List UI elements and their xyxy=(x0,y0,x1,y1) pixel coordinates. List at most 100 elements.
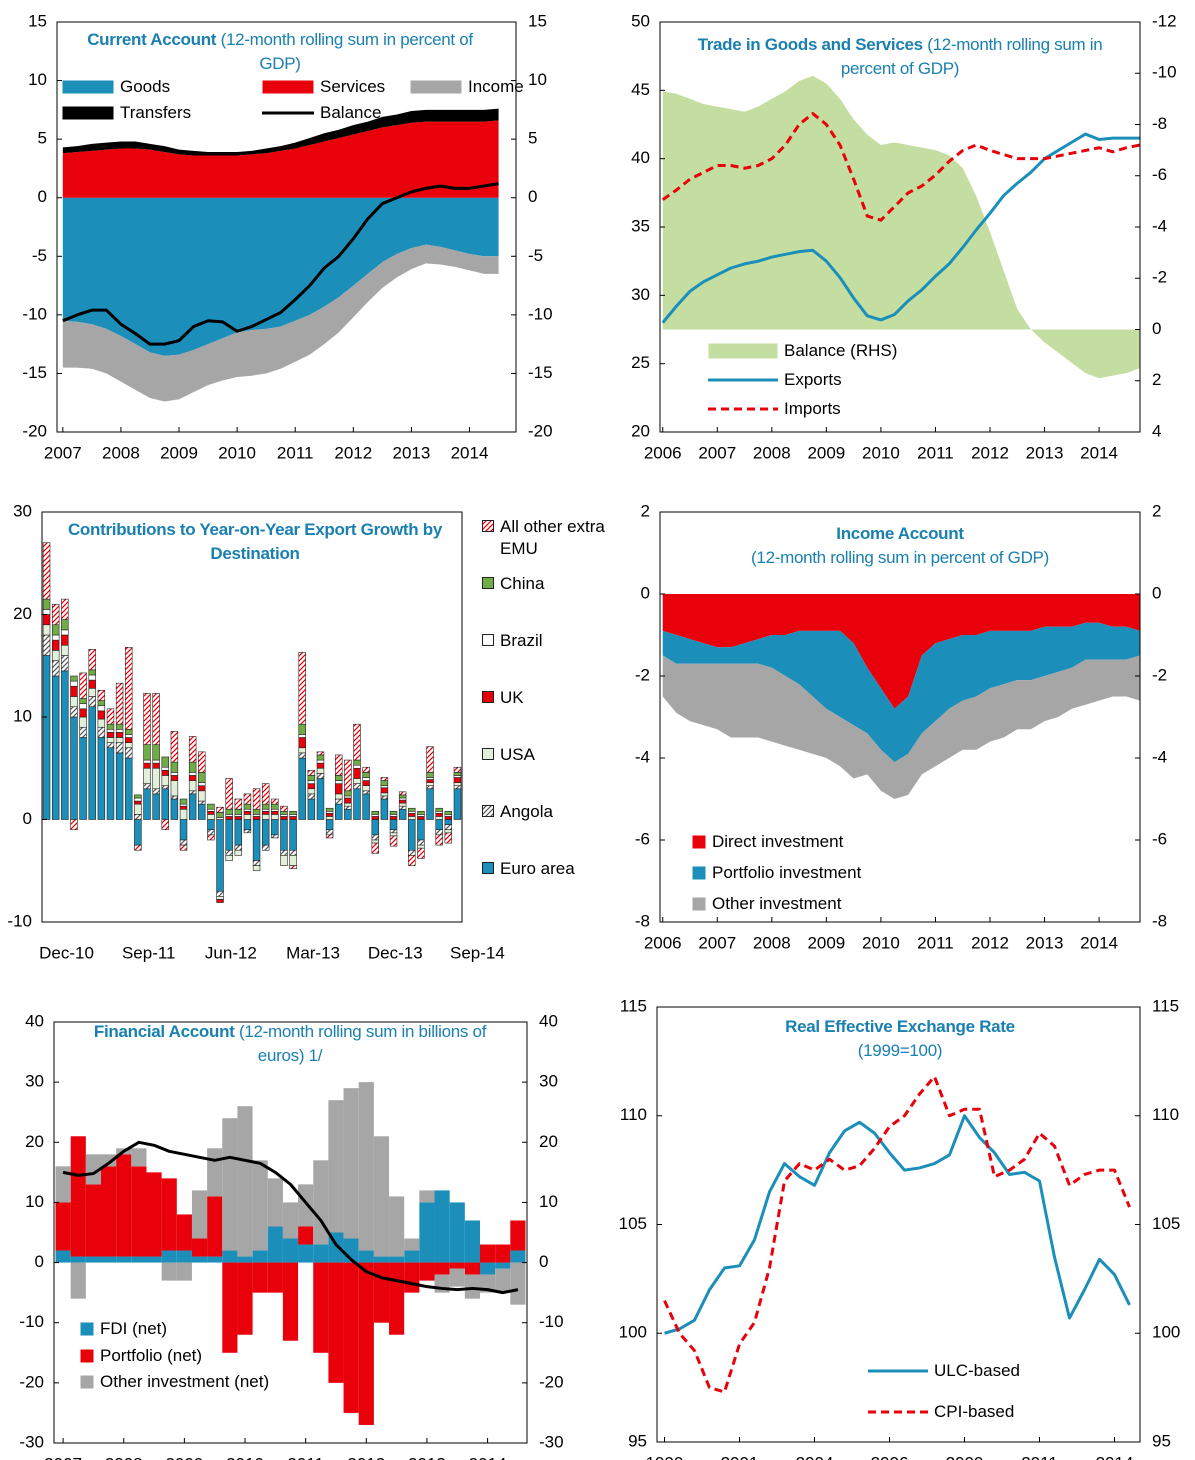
bar-segment xyxy=(61,619,69,631)
bar-segment xyxy=(97,726,106,738)
bar-segment xyxy=(191,1256,208,1263)
bar-segment xyxy=(325,829,334,836)
bar-segment xyxy=(298,747,306,754)
area xyxy=(662,622,1140,763)
bar-segment xyxy=(125,734,133,738)
bar-segment xyxy=(464,1262,481,1275)
bar-segment xyxy=(434,1262,450,1275)
y-tick-label: 110 xyxy=(620,1105,647,1124)
bar-segment xyxy=(42,614,51,626)
x-tick-label: Sep-14 xyxy=(450,943,505,962)
legend-box xyxy=(482,862,494,874)
legend-label: Services xyxy=(320,77,386,96)
y2-tick-label: -5 xyxy=(528,246,543,265)
bar-segment xyxy=(225,814,233,817)
bar-segment xyxy=(88,679,96,689)
bar-segment xyxy=(495,1268,511,1293)
bar-segment xyxy=(97,700,106,707)
bar-segment xyxy=(61,598,69,620)
legend-item: Brazil xyxy=(482,630,610,687)
bar-segment xyxy=(188,772,197,776)
plot-area xyxy=(62,108,499,402)
bar-segment xyxy=(225,778,233,810)
y2-tick-label: 20 xyxy=(539,1132,558,1151)
bar-segment xyxy=(146,1172,162,1257)
bar-segment xyxy=(495,1244,511,1263)
bar-segment xyxy=(252,860,261,866)
bar-segment xyxy=(179,839,188,846)
bar-segment xyxy=(343,1088,359,1239)
bar-segment xyxy=(131,1148,147,1167)
bar-segment xyxy=(426,785,434,790)
bar-segment xyxy=(419,1262,435,1281)
chart-title: Financial Account xyxy=(93,1022,235,1041)
bar-segment xyxy=(161,1262,177,1281)
legend-label: Balance xyxy=(320,103,382,122)
y-tick-label: 10 xyxy=(13,706,32,725)
bar-segment xyxy=(97,690,106,701)
y2-tick-label: 2 xyxy=(1152,501,1161,520)
bar-segment xyxy=(271,834,279,839)
legend-swatch xyxy=(708,378,778,381)
bar-segment xyxy=(380,780,389,786)
bar-segment xyxy=(289,816,297,820)
y2-tick-label: 5 xyxy=(528,129,537,148)
bar-segment xyxy=(444,816,453,820)
x-tick-label: 2008 xyxy=(105,1454,143,1460)
bar-segment xyxy=(70,680,78,687)
bar-segment xyxy=(353,788,361,820)
bar-segment xyxy=(100,1166,117,1257)
y2-tick-label: -10 xyxy=(539,1312,564,1331)
y-tick-label: -4 xyxy=(635,747,650,766)
bar-segment xyxy=(362,772,370,778)
y-tick-label: 20 xyxy=(631,421,650,440)
y-tick-label: -8 xyxy=(635,911,650,930)
bar-segment xyxy=(307,780,316,784)
bar-segment xyxy=(435,807,443,812)
bar-segment xyxy=(85,1184,101,1257)
y-tick-label: 100 xyxy=(619,1323,647,1342)
x-tick-label: 2008 xyxy=(753,443,791,462)
area xyxy=(662,594,1140,709)
y-tick-label: 5 xyxy=(38,129,47,148)
bar-segment xyxy=(252,819,261,861)
bar-segment xyxy=(222,1118,238,1251)
bar-segment xyxy=(389,832,398,837)
bar-segment xyxy=(161,785,169,790)
bar-segment xyxy=(344,808,352,820)
legend-box xyxy=(80,1375,94,1389)
bar-segment xyxy=(143,783,151,790)
legend: FDI (net) Portfolio (net) Other investment… xyxy=(80,1316,269,1396)
x-tick-label: 1999 xyxy=(646,1453,684,1460)
y-tick-label: -30 xyxy=(19,1432,44,1451)
bar-segment xyxy=(143,767,151,784)
bar-segment xyxy=(398,794,407,799)
bar-segment xyxy=(380,792,389,797)
bar-segment xyxy=(51,639,60,651)
bar-segment xyxy=(417,839,425,846)
bar-segment xyxy=(70,696,78,708)
legend-box xyxy=(80,1322,94,1336)
bar-segment xyxy=(271,814,279,820)
bar-segment xyxy=(198,800,206,805)
bar-segment xyxy=(358,1262,374,1425)
bar-segment xyxy=(152,693,160,745)
bar-segment xyxy=(179,803,188,807)
x-tick-label: 2010 xyxy=(226,1454,264,1460)
plot-area xyxy=(42,542,462,903)
bar-segment xyxy=(371,834,379,841)
bar-segment xyxy=(353,783,361,790)
y-tick-label: 0 xyxy=(641,583,650,602)
bar-segment xyxy=(55,1250,71,1263)
bar-segment xyxy=(234,808,243,815)
bar-segment xyxy=(51,675,60,820)
bar-segment xyxy=(408,855,416,866)
y-tick-label: 0 xyxy=(23,809,32,828)
bar-segment xyxy=(307,798,316,820)
bar-segment xyxy=(106,732,115,738)
bar-segment xyxy=(152,744,160,761)
bar-segment xyxy=(243,819,252,831)
bar-segment xyxy=(170,780,179,797)
bar-segment xyxy=(335,754,343,776)
legend-item: Direct investment xyxy=(692,826,861,857)
